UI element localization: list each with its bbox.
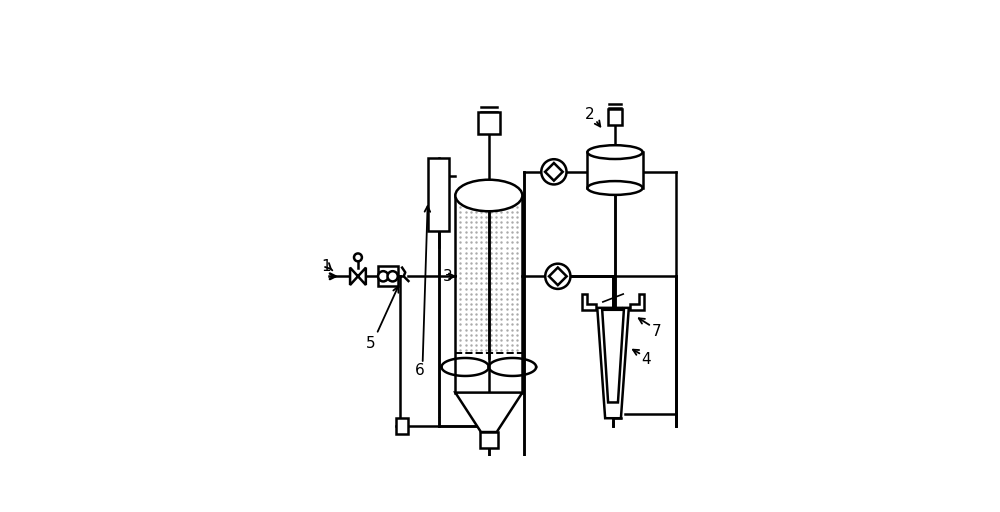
Bar [378,266,398,286]
Polygon shape [350,268,366,285]
Bar [478,112,500,134]
Bar [428,158,449,231]
Circle shape [541,159,567,184]
Polygon shape [597,308,629,418]
Circle shape [378,271,388,282]
Text: 4: 4 [642,352,651,367]
Circle shape [354,253,362,261]
Bar [396,418,408,434]
Bar [608,109,622,124]
Text: 6: 6 [415,364,425,378]
Text: 3: 3 [443,269,452,284]
Polygon shape [549,267,567,285]
Circle shape [388,271,398,282]
Polygon shape [602,310,624,402]
Ellipse shape [587,181,643,195]
Text: 5: 5 [366,336,375,351]
Circle shape [545,264,570,289]
Ellipse shape [587,145,643,159]
Text: 7: 7 [652,324,661,339]
Polygon shape [582,294,596,310]
Bar [480,432,498,448]
Bar [455,196,522,393]
Text: 1: 1 [322,259,331,274]
Polygon shape [630,294,644,310]
Polygon shape [545,163,563,181]
Text: 2: 2 [585,107,594,122]
Ellipse shape [455,180,522,211]
Bar [587,152,643,188]
Polygon shape [455,393,522,432]
